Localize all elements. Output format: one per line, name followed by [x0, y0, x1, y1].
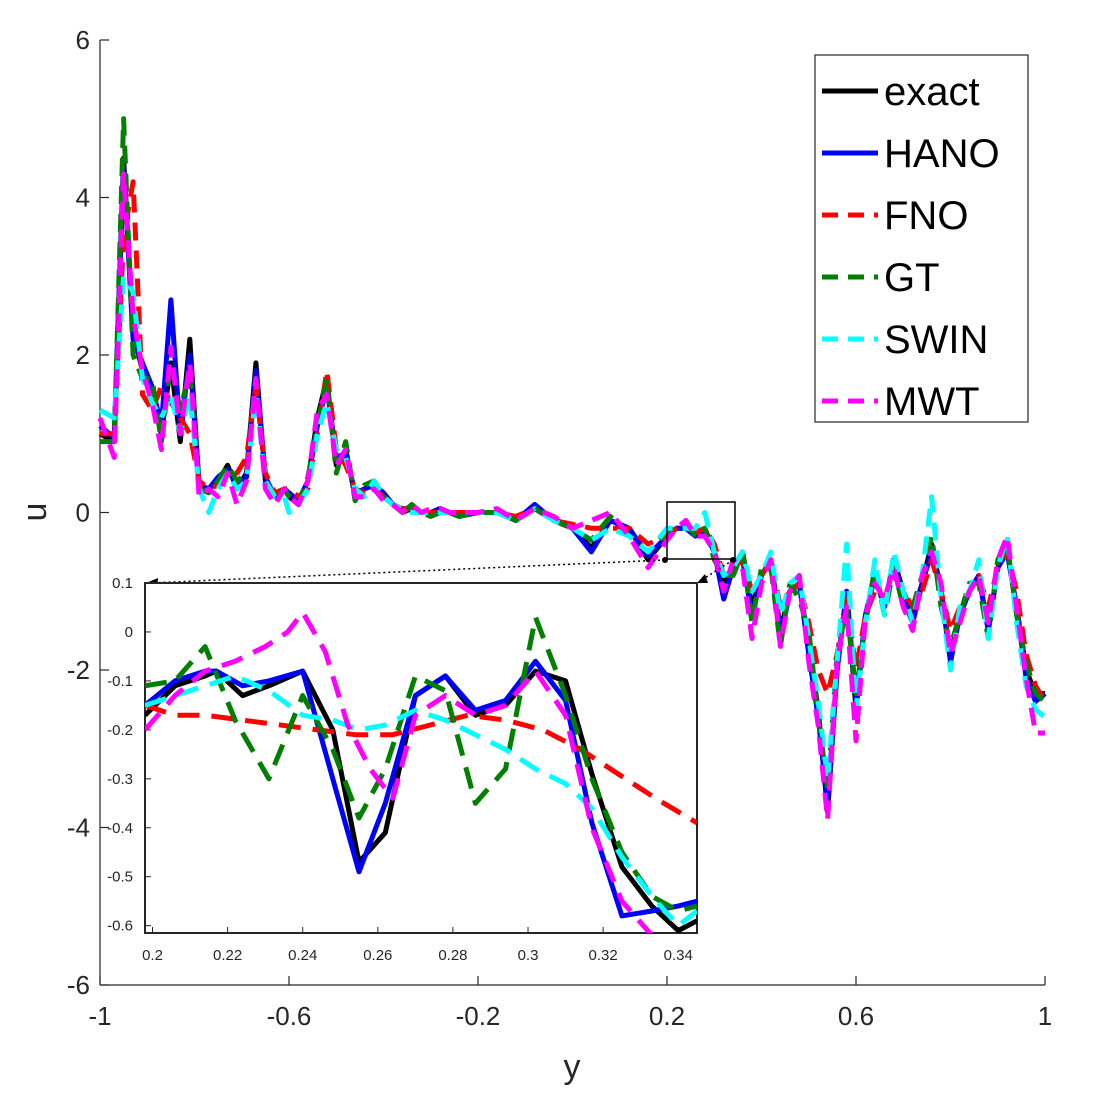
x-tick-label: 0.2 [649, 1001, 685, 1031]
inset-y-tick-label: -0.6 [107, 918, 133, 935]
legend-items: exact HANO FNO GT SWIN MWT [822, 70, 1000, 424]
zoom-connector-right [699, 559, 734, 582]
y-tick-label: 6 [76, 25, 90, 55]
inset-y-tick-label: -0.4 [107, 820, 133, 837]
inset-x-tick-label: 0.24 [288, 947, 317, 964]
series-line-mwt [97, 171, 1045, 823]
inset-x-tick-label: 0.32 [589, 947, 618, 964]
inset-y-tick-label: 0.1 [112, 575, 133, 592]
main-series [97, 116, 1048, 823]
y-tick-label: 2 [76, 340, 90, 370]
x-tick-label: 0.6 [838, 1001, 874, 1031]
inset-line-gt [145, 614, 697, 914]
x-tick-label: 1 [1038, 1001, 1052, 1031]
inset-x-tick-label: 0.28 [438, 947, 467, 964]
legend-label-exact: exact [884, 70, 980, 114]
series-line-swin [98, 273, 1047, 783]
zoom-arrowhead-right [697, 574, 708, 583]
inset-y-tick-label: -0.3 [107, 771, 133, 788]
zoom-box [666, 501, 736, 560]
inset-axes: 0.2 0.22 0.24 0.26 0.28 0.3 0.32 0.34 0.1 0 -0.1 -0… [107, 575, 698, 964]
inset-line-swin [145, 673, 697, 929]
inset-ticks: 0.2 0.22 0.24 0.26 0.28 0.3 0.32 0.34 0.1 0 -0.1 -0… [107, 575, 693, 964]
inset-x-tick-label: 0.34 [664, 947, 693, 964]
main-axes: -1 -0.6 -0.2 0.2 0.6 1 -6 -4 -2 0 2 4 6 [67, 25, 1052, 1031]
legend: exact HANO FNO GT SWIN MWT [814, 54, 1029, 424]
legend-label-hano: HANO [884, 132, 1000, 176]
inset-line-hano [145, 658, 697, 919]
y-tick-label: -4 [67, 813, 90, 843]
inset-x-tick-label: 0.3 [518, 947, 539, 964]
main-ticks: -1 -0.6 -0.2 0.2 0.6 1 -6 -4 -2 0 2 4 6 [67, 25, 1052, 1031]
y-axis-label: u [16, 503, 54, 522]
inset-x-tick-label: 0.26 [363, 947, 392, 964]
x-tick-label: -0.6 [267, 1001, 312, 1031]
legend-label-mwt: MWT [884, 380, 980, 424]
zoom-connector-left [149, 559, 666, 584]
legend-label-fno: FNO [884, 194, 968, 238]
y-tick-label: -6 [67, 970, 90, 1000]
inset-frame [144, 582, 698, 934]
inset-y-tick-label: -0.1 [107, 673, 133, 690]
x-tick-label: -0.2 [456, 1001, 501, 1031]
y-tick-label: 4 [76, 183, 90, 213]
inset-line-mwt [145, 609, 654, 933]
x-axis-label: y [564, 1048, 581, 1086]
legend-label-gt: GT [884, 256, 940, 300]
y-tick-label: 0 [76, 498, 90, 528]
inset-y-tick-label: -0.5 [107, 869, 133, 886]
legend-label-swin: SWIN [884, 318, 988, 362]
series-line-fno [100, 179, 1048, 703]
inset-series [145, 609, 697, 933]
y-tick-label: -2 [67, 655, 90, 685]
x-tick-label: -1 [88, 1001, 111, 1031]
inset-y-tick-label: 0 [125, 624, 133, 641]
inset-y-tick-label: -0.2 [107, 722, 133, 739]
inset-x-tick-label: 0.2 [142, 947, 163, 964]
inset-x-tick-label: 0.22 [213, 947, 242, 964]
legend-box [814, 54, 1029, 423]
inset-line-fno [145, 703, 697, 826]
